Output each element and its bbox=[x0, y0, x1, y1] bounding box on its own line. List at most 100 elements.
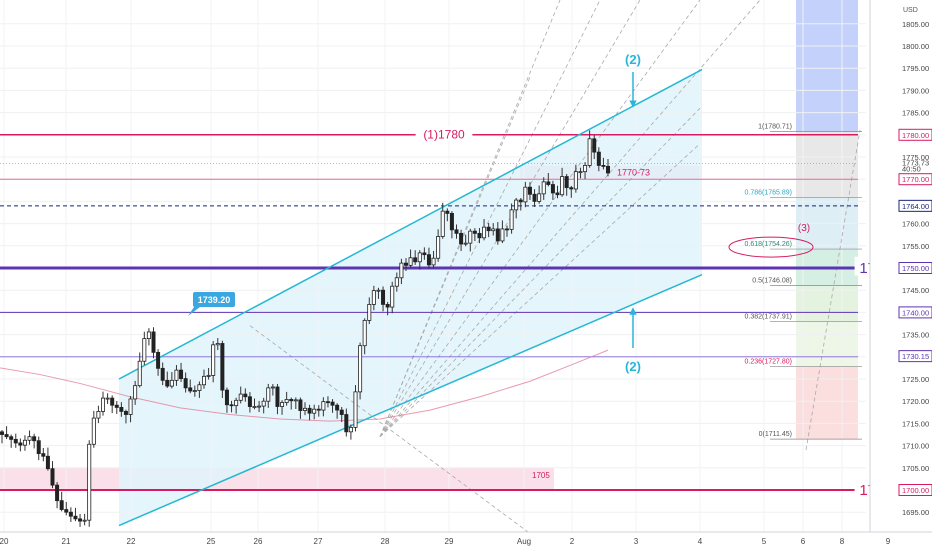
candle-body bbox=[592, 138, 597, 153]
candle-body bbox=[495, 228, 500, 242]
fib-label: 0.236(1727.80) bbox=[745, 359, 792, 366]
candle-body bbox=[482, 226, 487, 239]
candle-body bbox=[587, 138, 592, 166]
callout-pointer bbox=[188, 307, 200, 316]
candle-body bbox=[215, 343, 220, 346]
candle-body bbox=[523, 186, 528, 203]
fib-label: 0.382(1737.91) bbox=[745, 314, 792, 321]
fib-label: 0.5(1746.08) bbox=[752, 277, 792, 284]
time-tick: 3 bbox=[634, 537, 639, 546]
fan-line bbox=[379, 76, 531, 437]
candle-body bbox=[330, 401, 335, 406]
candle-body bbox=[569, 187, 574, 190]
price-tag bbox=[898, 173, 932, 186]
diagonal-dashed-line bbox=[249, 325, 529, 533]
candle-body bbox=[573, 171, 578, 190]
candle-body bbox=[316, 408, 321, 411]
fib-label: 0(1711.45) bbox=[759, 431, 792, 438]
price-tag bbox=[898, 306, 932, 319]
moving-average bbox=[0, 349, 609, 422]
candle-body bbox=[270, 386, 275, 389]
candle-body bbox=[247, 396, 252, 407]
candle-body bbox=[188, 387, 193, 392]
candle-body bbox=[339, 409, 344, 415]
candle-body bbox=[257, 405, 262, 408]
fib-zone-1 bbox=[796, 131, 858, 198]
price-tick: 1710.00 bbox=[902, 442, 929, 451]
candle-body bbox=[87, 443, 92, 521]
candle-body bbox=[211, 344, 216, 376]
fib-target-ellipse bbox=[728, 236, 814, 258]
channel-lower bbox=[118, 273, 703, 527]
price-tick: 1800.00 bbox=[902, 42, 929, 51]
candle-body bbox=[119, 407, 124, 412]
candle-body bbox=[385, 304, 390, 308]
price-tag bbox=[898, 350, 932, 363]
candle-body bbox=[606, 165, 611, 174]
candle-body bbox=[234, 399, 239, 407]
candle-body bbox=[426, 254, 431, 266]
candle-body bbox=[302, 407, 307, 411]
candle-body bbox=[68, 511, 73, 517]
price-tick: 1805.00 bbox=[902, 20, 929, 29]
candle-body bbox=[371, 290, 376, 305]
fib-target-label: (3) bbox=[798, 223, 810, 234]
fib-zone-4 bbox=[796, 285, 858, 322]
candle-body bbox=[192, 390, 197, 392]
candle-body bbox=[532, 193, 537, 202]
time-tick: 9 bbox=[886, 537, 891, 546]
price-tick: 1725.00 bbox=[902, 375, 929, 384]
callout-text: 1739.20 bbox=[198, 295, 231, 305]
price-tick: 1695.00 bbox=[902, 508, 929, 517]
candle-body bbox=[399, 262, 404, 279]
candle-body bbox=[275, 386, 280, 407]
candle-body bbox=[41, 453, 46, 457]
candle-body bbox=[183, 378, 188, 389]
price-tag-text: 1770.00 bbox=[902, 175, 929, 184]
price-tag bbox=[898, 128, 932, 141]
candle-body bbox=[280, 402, 285, 407]
candle-body bbox=[78, 518, 83, 522]
price-tick: 1715.00 bbox=[902, 419, 929, 428]
candle-body bbox=[128, 398, 133, 415]
candle-body bbox=[243, 393, 248, 398]
candle-body bbox=[491, 228, 496, 232]
candle-body bbox=[408, 257, 413, 266]
fan-line bbox=[379, 0, 701, 437]
candle-body bbox=[335, 404, 340, 411]
zone-label-1705: 1705 bbox=[532, 471, 550, 480]
price-tag-text: 1740.00 bbox=[902, 308, 929, 317]
price-tick: 1735.00 bbox=[902, 331, 929, 340]
candle-body bbox=[18, 442, 23, 446]
candle-body bbox=[312, 408, 317, 414]
candle-body bbox=[73, 515, 78, 520]
candle-body bbox=[261, 400, 266, 407]
candle-body bbox=[358, 345, 363, 393]
candle-body bbox=[325, 401, 330, 404]
candle-body bbox=[381, 289, 386, 305]
candle-body bbox=[59, 500, 64, 510]
candle-body bbox=[179, 369, 184, 379]
candle-body bbox=[527, 186, 532, 195]
candle-body bbox=[348, 426, 353, 433]
candle-body bbox=[101, 397, 106, 412]
candle-body bbox=[362, 319, 367, 347]
candle-body bbox=[55, 484, 60, 502]
candle-body bbox=[422, 252, 427, 256]
price-tick: 1745.00 bbox=[902, 286, 929, 295]
candle-body bbox=[463, 242, 468, 245]
time-tick: 21 bbox=[62, 537, 71, 546]
price-tag-text: 1750.00 bbox=[902, 264, 929, 273]
zone-1705 bbox=[0, 467, 554, 490]
candle-body bbox=[142, 338, 147, 362]
price-tag-text: 1773.73 bbox=[902, 159, 929, 168]
label-bg bbox=[415, 125, 473, 141]
candle-body bbox=[403, 262, 408, 266]
price-tag-text: 1730.15 bbox=[902, 352, 929, 361]
price-tick: 1760.00 bbox=[902, 220, 929, 229]
candle-body bbox=[449, 212, 454, 231]
candle-body bbox=[133, 385, 138, 400]
candle-body bbox=[229, 404, 234, 407]
